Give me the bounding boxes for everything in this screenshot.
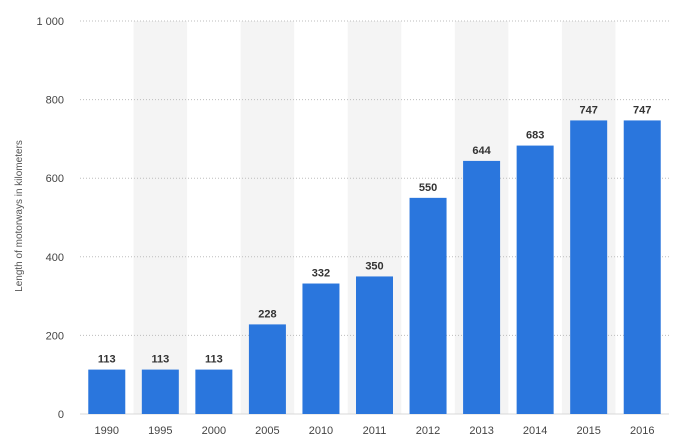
data-label: 550 — [419, 182, 437, 194]
data-label: 332 — [312, 268, 330, 280]
bar-1995 — [141, 369, 179, 414]
x-tick-label: 2005 — [255, 425, 279, 437]
bar-2013 — [463, 160, 501, 414]
data-label: 113 — [151, 354, 169, 366]
bar-2000 — [195, 369, 233, 414]
bar-2011 — [356, 276, 393, 414]
x-tick-label: 1990 — [95, 425, 119, 437]
x-tick-label: 2013 — [469, 425, 493, 437]
x-tick-label: 2000 — [202, 425, 226, 437]
data-labels: 113 113 113 228 332 350 550 644 683 747 747 — [98, 104, 652, 365]
data-label: 228 — [258, 308, 276, 320]
x-tick-label: 2012 — [416, 425, 440, 437]
y-tick-label: 400 — [46, 252, 64, 264]
x-tick-label: 2011 — [363, 425, 387, 437]
x-tick-label: 2015 — [576, 425, 600, 437]
data-label: 644 — [472, 145, 491, 157]
bar-2016 — [623, 120, 661, 414]
data-label: 113 — [98, 354, 116, 366]
y-axis-ticks: 0 200 400 600 800 1 000 — [36, 16, 64, 421]
x-tick-label: 2016 — [630, 425, 654, 437]
y-tick-label: 0 — [58, 409, 64, 421]
x-tick-label: 2014 — [523, 425, 547, 437]
y-tick-label: 1 000 — [36, 16, 64, 28]
data-label: 747 — [633, 104, 651, 116]
y-tick-label: 800 — [46, 95, 64, 107]
bar-2005 — [248, 324, 286, 414]
y-axis-label: Length of motorways in kilometers — [14, 140, 25, 292]
x-axis-ticks: 1990 1995 2000 2005 2010 2011 2012 2013 2014 2015… — [95, 425, 655, 437]
data-label: 350 — [365, 260, 383, 272]
bar-2010 — [302, 283, 340, 414]
bar-2014 — [516, 145, 554, 414]
bars — [88, 120, 661, 414]
bar-2015 — [570, 120, 608, 414]
background-stripe — [133, 21, 188, 414]
y-tick-label: 600 — [46, 173, 64, 185]
x-tick-label: 1995 — [148, 425, 172, 437]
data-label: 113 — [205, 354, 223, 366]
x-tick-label: 2010 — [309, 425, 333, 437]
data-label: 683 — [526, 130, 544, 142]
bar-2012 — [409, 197, 447, 414]
bar-1990 — [88, 369, 126, 414]
y-tick-label: 200 — [46, 330, 64, 342]
data-label: 747 — [580, 104, 598, 116]
